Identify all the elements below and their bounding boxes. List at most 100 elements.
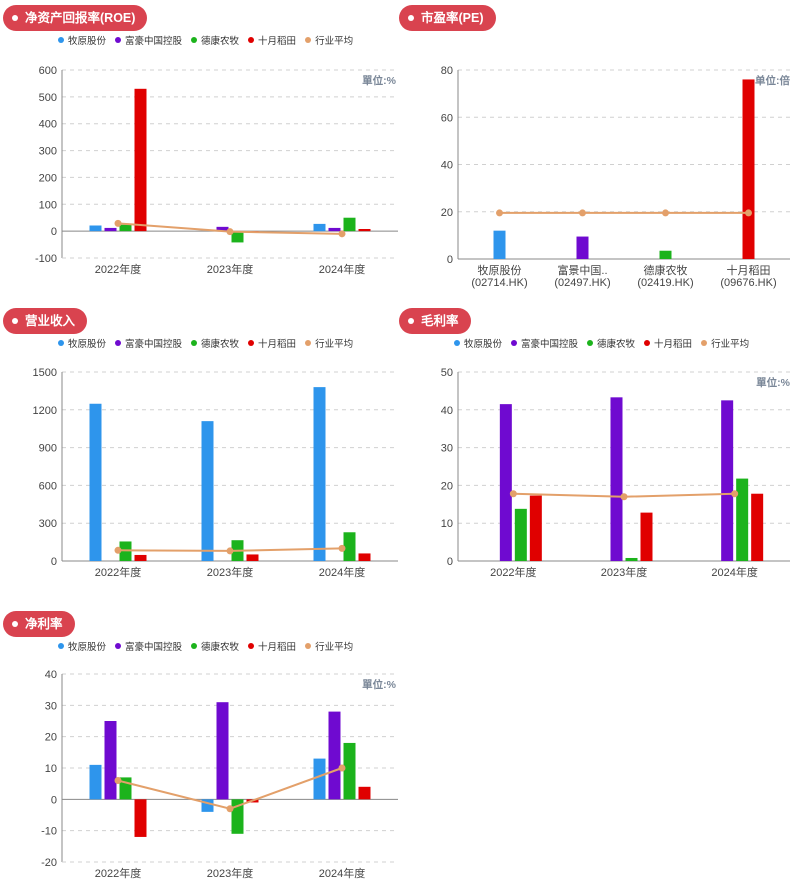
legend-dot-icon: [454, 340, 460, 346]
y-tick-label: 10: [441, 518, 453, 530]
y-tick-label: 30: [45, 700, 57, 712]
title-dot-icon: [12, 621, 18, 627]
legend-item[interactable]: 行业平均: [701, 336, 749, 350]
legend-item[interactable]: 牧原股份: [454, 336, 502, 350]
legend-label: 十月稻田: [654, 339, 693, 350]
legend-item[interactable]: 十月稻田: [248, 33, 296, 47]
x-tick-label: (02714.HK): [471, 277, 527, 289]
legend-item[interactable]: 富豪中国控股: [115, 336, 182, 350]
gross-margin-chart-plot: 0 10 20 30 40 50 2022年度 2023年度 2024年度 單位:%: [441, 367, 791, 579]
legend-item[interactable]: 十月稻田: [248, 336, 296, 350]
y-tick-label: 100: [39, 199, 57, 211]
legend-dot-icon: [305, 340, 312, 346]
y-tick-label: 60: [441, 112, 453, 124]
legend-dot-icon: [115, 340, 122, 346]
x-tick-label: 2022年度: [95, 262, 141, 276]
legend-dot-icon: [191, 37, 198, 43]
bar: [358, 553, 371, 561]
gross-margin-chart-title: 毛利率: [399, 308, 471, 334]
pe-chart-panel: 市盈率(PE) 0 20 40 60 80 牧原股份 (02714.HK) 富景中国.. (02…: [396, 0, 791, 290]
pe-chart-title-text: 市盈率(PE): [421, 11, 484, 25]
legend-item[interactable]: 牧原股份: [58, 33, 106, 47]
legend-item[interactable]: 行业平均: [305, 336, 353, 350]
legend-item[interactable]: 富豪中国控股: [115, 33, 182, 47]
industry-average-point: [662, 209, 669, 217]
unit-label: 單位:%: [756, 376, 790, 389]
legend-item[interactable]: 牧原股份: [58, 639, 106, 653]
title-dot-icon: [408, 318, 414, 324]
industry-average-point: [509, 490, 517, 498]
x-tick-label: 2024年度: [319, 262, 365, 276]
bar: [343, 742, 356, 800]
roe-chart-plot: -100 0 100 200 300 400 500 600 2022年度 2023年度 2024年…: [35, 65, 398, 276]
industry-average-point: [114, 546, 122, 554]
bar: [576, 236, 589, 259]
industry-average-point: [338, 764, 346, 772]
legend-dot-icon: [305, 37, 312, 43]
y-tick-label: 1500: [33, 367, 57, 379]
bar: [751, 493, 764, 561]
y-tick-label: 600: [39, 65, 57, 77]
bar: [640, 512, 653, 561]
legend-label: 十月稻田: [258, 339, 297, 350]
revenue-chart-legend[interactable]: 牧原股份 富豪中国控股 德康农牧 十月稻田 行业平均: [58, 336, 362, 350]
y-tick-label: 400: [39, 119, 57, 131]
bar: [610, 397, 623, 561]
legend-dot-icon: [248, 643, 255, 649]
y-tick-label: 200: [39, 172, 57, 184]
y-tick-label: 40: [441, 405, 453, 417]
bar: [343, 217, 356, 232]
roe-chart-title: 净资产回报率(ROE): [3, 5, 148, 31]
legend-label: 行业平均: [315, 36, 354, 47]
legend-item[interactable]: 行业平均: [305, 33, 353, 47]
bar: [313, 758, 326, 800]
industry-average-point: [226, 228, 234, 236]
y-tick-label: -100: [35, 253, 57, 265]
industry-average-point: [114, 777, 122, 785]
legend-dot-icon: [305, 643, 312, 649]
y-tick-label: 0: [447, 254, 453, 266]
bar: [104, 721, 117, 800]
legend-item[interactable]: 德康农牧: [191, 33, 239, 47]
x-tick-label: 2022年度: [95, 866, 141, 880]
legend-item[interactable]: 富豪中国控股: [115, 639, 182, 653]
net-margin-chart-legend[interactable]: 牧原股份 富豪中国控股 德康农牧 十月稻田 行业平均: [58, 639, 362, 653]
industry-average-point: [620, 493, 628, 501]
legend-item[interactable]: 富豪中国控股: [511, 336, 578, 350]
x-tick-label: 2023年度: [207, 262, 253, 276]
legend-label: 富豪中国控股: [125, 642, 183, 653]
x-tick-label: (02497.HK): [554, 277, 610, 289]
legend-item[interactable]: 行业平均: [305, 639, 353, 653]
title-dot-icon: [12, 15, 18, 21]
roe-chart-legend[interactable]: 牧原股份 富豪中国控股 德康农牧 十月稻田 行业平均: [58, 33, 362, 47]
bar: [659, 250, 672, 259]
y-tick-label: -20: [41, 857, 57, 869]
revenue-chart-title: 营业收入: [3, 308, 88, 334]
bar: [201, 421, 214, 561]
bar: [134, 799, 147, 837]
revenue-chart-title-text: 营业收入: [25, 314, 76, 328]
industry-average-point: [338, 230, 346, 238]
bar: [89, 403, 102, 561]
legend-item[interactable]: 德康农牧: [587, 336, 635, 350]
legend-item[interactable]: 德康农牧: [191, 639, 239, 653]
bar: [514, 508, 527, 561]
legend-item[interactable]: 德康农牧: [191, 336, 239, 350]
x-tick-label: 2023年度: [207, 565, 253, 579]
pe-chart-plot: 0 20 40 60 80 牧原股份(02714.HK) 富景中国..(02497.HK) 德…: [441, 65, 791, 289]
legend-label: 德康农牧: [597, 339, 636, 350]
gross-margin-chart-legend[interactable]: 牧原股份 富豪中国控股 德康农牧 十月稻田 行业平均: [454, 336, 758, 350]
legend-item[interactable]: 十月稻田: [644, 336, 692, 350]
legend-item[interactable]: 牧原股份: [58, 336, 106, 350]
legend-dot-icon: [58, 643, 64, 649]
bar: [216, 226, 229, 232]
bar: [493, 230, 506, 259]
y-tick-label: 20: [45, 732, 57, 744]
roe-chart-title-text: 净资产回报率(ROE): [25, 11, 136, 25]
legend-item[interactable]: 十月稻田: [248, 639, 296, 653]
y-tick-label: 0: [51, 556, 57, 568]
bar: [216, 702, 229, 800]
legend-dot-icon: [191, 340, 198, 346]
industry-average-point: [114, 219, 122, 227]
gross-margin-chart-panel: 毛利率 牧原股份 富豪中国控股 德康农牧 十月稻田 行业平均 0 10 20 30 40 50 20…: [396, 303, 791, 593]
